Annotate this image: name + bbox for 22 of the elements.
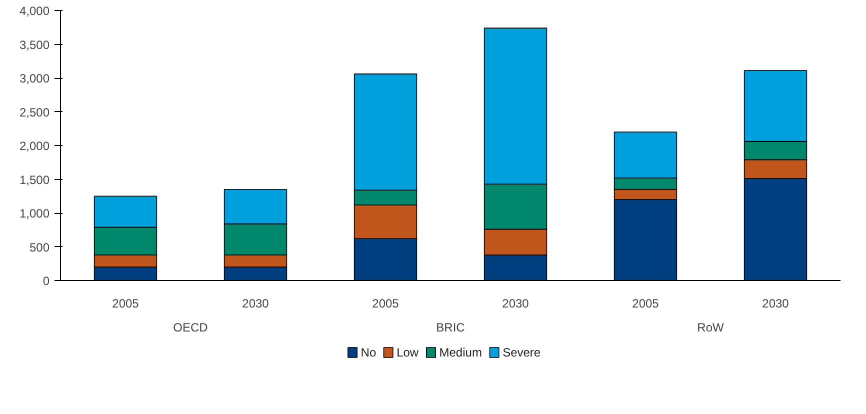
text: OECD [173,320,208,334]
x-tick-label: 2005 [112,296,140,310]
x-tick-label: 2005 [632,296,660,310]
x-tick-label: 2030 [762,296,790,310]
y-tick-label: 2,000 [19,139,50,153]
legend-label: Severe [502,346,541,360]
y-tick-label: 500 [29,240,50,254]
x-tick-label: 2030 [502,296,530,310]
x-tick-label: 2030 [242,296,270,310]
legend-label: No [360,346,376,360]
y-tick-label: 2,500 [19,105,50,120]
y-tick-label: 1,500 [19,172,50,187]
y-tick-label: 4,000 [19,4,50,18]
legend-label: Medium [439,346,482,360]
x-tick-label: 2005 [372,296,400,310]
y-tick-label: 1,000 [19,206,50,220]
text: BRIC [436,320,466,334]
legend-label: Low [396,346,419,360]
text: RoW [697,320,725,334]
y-tick-label: 3,500 [19,38,50,52]
y-tick-label: 3,000 [19,72,50,86]
y-tick-label: 0 [42,274,50,288]
